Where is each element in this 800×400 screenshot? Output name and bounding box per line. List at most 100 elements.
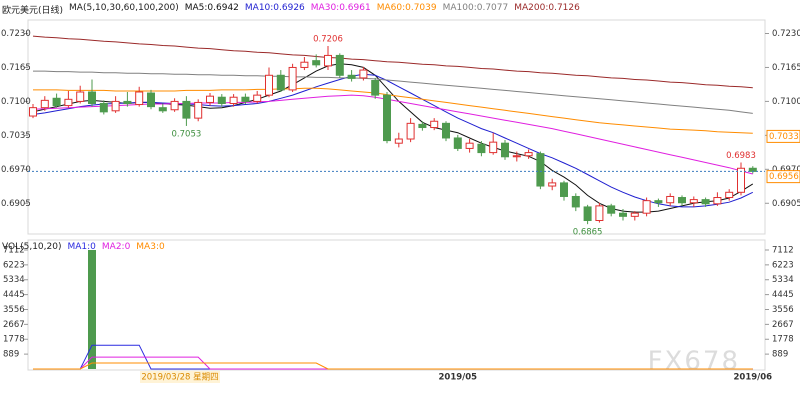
candle-body bbox=[40, 99, 49, 109]
candle-body bbox=[76, 91, 85, 102]
right-marker-box bbox=[766, 170, 800, 184]
y-tick-label: 0.7100 bbox=[772, 97, 800, 107]
candle-body bbox=[642, 200, 651, 214]
candle-body bbox=[524, 152, 533, 157]
candle-body bbox=[170, 100, 179, 111]
legend-entry: MA100:0.7077 bbox=[442, 3, 509, 13]
candle-body bbox=[359, 69, 368, 79]
candle-body bbox=[489, 141, 498, 154]
candle-body bbox=[335, 54, 344, 76]
candle-body bbox=[123, 100, 132, 104]
candle-body bbox=[229, 96, 238, 104]
candle-body bbox=[64, 98, 73, 107]
candle-body bbox=[300, 61, 309, 68]
candle-body bbox=[111, 100, 120, 112]
price-header: 欧元美元(日线) MA(5,10,30,60,100,200) MA5:0.69… bbox=[2, 3, 580, 16]
candle-body bbox=[324, 54, 332, 67]
candle-body bbox=[737, 167, 745, 193]
y-tick-label: 7112 bbox=[772, 245, 794, 255]
legend-entry: MA60:0.7039 bbox=[376, 3, 437, 13]
legend-entry: MA200:0.7126 bbox=[514, 3, 580, 13]
candle-body bbox=[347, 74, 356, 79]
candle-body bbox=[654, 200, 663, 204]
legend-entry: MA3:0 bbox=[136, 242, 165, 252]
candle-body bbox=[383, 94, 391, 142]
candle-body bbox=[689, 199, 698, 204]
volume-pane bbox=[27, 239, 766, 371]
candle-body bbox=[276, 74, 285, 91]
candle-body bbox=[182, 100, 191, 119]
volume-bar bbox=[88, 249, 96, 369]
candle-body bbox=[288, 66, 297, 91]
cursor-label-box bbox=[140, 371, 220, 383]
y-tick-label: 0.6970 bbox=[1, 165, 31, 175]
y-tick-label: 4445 bbox=[772, 290, 794, 300]
right-marker: 0.7033 bbox=[769, 132, 799, 142]
candle-body bbox=[135, 91, 144, 106]
candle-body bbox=[536, 153, 545, 187]
legend-entry: MA30:0.6961 bbox=[310, 3, 371, 13]
legend-entry: MA1:0 bbox=[67, 242, 96, 252]
candle-body bbox=[607, 205, 616, 214]
candle-body bbox=[88, 91, 96, 104]
candle-body bbox=[418, 123, 427, 129]
x-tick-label: 2019/06 bbox=[734, 373, 773, 383]
candle-body bbox=[406, 122, 415, 140]
candle-body bbox=[453, 137, 462, 149]
y-tick-label: 0.7035 bbox=[1, 131, 31, 141]
candle-body bbox=[253, 94, 262, 102]
candle-body bbox=[312, 60, 321, 66]
candle-body bbox=[265, 74, 273, 96]
candle-body bbox=[701, 199, 710, 205]
candle-body bbox=[241, 96, 250, 102]
watermark: FX678 bbox=[648, 347, 740, 377]
candle-body bbox=[571, 195, 580, 208]
volume-header: VOL(5,10,20) MA1:0 MA2:0 MA3:0 bbox=[2, 242, 165, 252]
right-marker: 0.6956 bbox=[769, 172, 799, 182]
ma-line bbox=[32, 94, 753, 175]
candle-body bbox=[713, 197, 722, 205]
candle-body bbox=[442, 122, 450, 139]
candle-body bbox=[465, 142, 474, 149]
candle-body bbox=[501, 142, 509, 158]
y-tick-label: 7112 bbox=[3, 245, 25, 255]
y-tick-label: 0.7100 bbox=[1, 97, 31, 107]
y-tick-label: 0.7165 bbox=[772, 63, 800, 73]
candle-body bbox=[595, 205, 604, 222]
candle-body bbox=[477, 143, 486, 154]
ma-line bbox=[33, 87, 753, 134]
legend-entry: MA2:0 bbox=[101, 242, 131, 252]
candle-body bbox=[678, 197, 686, 204]
candle-body bbox=[666, 195, 675, 204]
y-tick-label: 3556 bbox=[3, 305, 25, 315]
candle-body bbox=[194, 101, 203, 119]
volume-title: VOL(5,10,20) bbox=[2, 242, 62, 252]
price-pane bbox=[27, 19, 766, 235]
y-tick-label: 6223 bbox=[3, 260, 25, 270]
y-tick-label: 2667 bbox=[3, 320, 25, 330]
annotation: 0.7206 bbox=[313, 35, 343, 45]
candle-body bbox=[158, 107, 167, 112]
y-tick-label: 5334 bbox=[3, 275, 25, 285]
volume-ma-line bbox=[33, 362, 753, 370]
y-tick-label: 0.6970 bbox=[772, 165, 800, 175]
candle-body bbox=[52, 97, 61, 107]
chart-title: 欧元美元(日线) bbox=[2, 6, 64, 16]
y-tick-label: 0.6905 bbox=[1, 199, 31, 209]
right-marker-box bbox=[766, 129, 800, 143]
candle-body bbox=[217, 96, 226, 104]
y-tick-label: 0.6905 bbox=[772, 199, 800, 209]
legend-entry: MA5:0.6942 bbox=[184, 3, 239, 13]
ma-line bbox=[33, 70, 753, 114]
y-tick-label: 1778 bbox=[772, 335, 794, 345]
y-tick-label: 0.7165 bbox=[1, 63, 31, 73]
candle-body bbox=[548, 182, 557, 187]
x-tick-label: 2019/05 bbox=[439, 373, 478, 383]
legend-entry: MA10:0.6926 bbox=[244, 3, 305, 13]
candle-body bbox=[583, 206, 592, 222]
y-tick-label: 3556 bbox=[772, 305, 794, 315]
annotation: 0.6983 bbox=[726, 151, 756, 161]
candle-body bbox=[560, 182, 568, 197]
candle-body bbox=[725, 191, 734, 199]
